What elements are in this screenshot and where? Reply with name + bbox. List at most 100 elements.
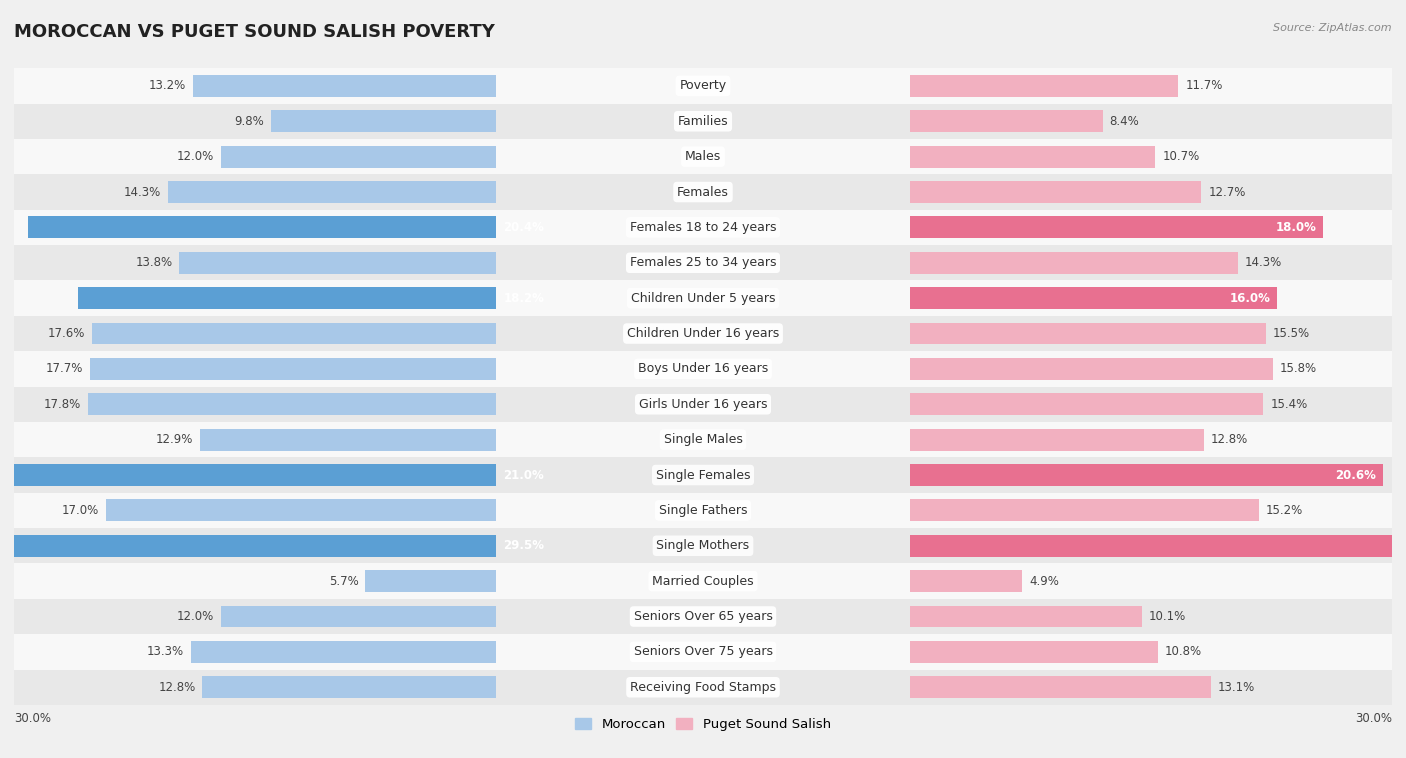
Bar <box>180 252 496 274</box>
Text: Females 18 to 24 years: Females 18 to 24 years <box>630 221 776 234</box>
Text: Families: Families <box>678 114 728 128</box>
Bar <box>191 641 496 662</box>
Bar <box>93 323 496 344</box>
Text: Married Couples: Married Couples <box>652 575 754 587</box>
Text: Boys Under 16 years: Boys Under 16 years <box>638 362 768 375</box>
Text: 10.1%: 10.1% <box>1149 610 1185 623</box>
Text: 17.7%: 17.7% <box>45 362 83 375</box>
Bar <box>200 429 496 450</box>
Bar <box>14 245 1392 280</box>
Text: 8.4%: 8.4% <box>1109 114 1139 128</box>
Bar <box>910 606 1142 628</box>
Legend: Moroccan, Puget Sound Salish: Moroccan, Puget Sound Salish <box>569 713 837 737</box>
Text: MOROCCAN VS PUGET SOUND SALISH POVERTY: MOROCCAN VS PUGET SOUND SALISH POVERTY <box>14 23 495 41</box>
Bar <box>14 104 1392 139</box>
Text: 13.3%: 13.3% <box>146 645 184 659</box>
Bar <box>14 387 1392 422</box>
Text: 15.5%: 15.5% <box>1272 327 1309 340</box>
Bar <box>14 422 1392 457</box>
Text: 14.3%: 14.3% <box>1244 256 1282 269</box>
Text: 15.4%: 15.4% <box>1270 398 1308 411</box>
Text: 12.8%: 12.8% <box>1211 433 1247 446</box>
Bar <box>910 641 1157 662</box>
Bar <box>14 351 1392 387</box>
Bar <box>221 606 496 628</box>
Text: Single Mothers: Single Mothers <box>657 539 749 553</box>
Bar <box>910 75 1178 97</box>
Bar <box>105 500 496 522</box>
Text: 10.8%: 10.8% <box>1164 645 1202 659</box>
Text: 14.3%: 14.3% <box>124 186 162 199</box>
Text: 11.7%: 11.7% <box>1185 80 1223 92</box>
Bar <box>14 669 1392 705</box>
Bar <box>90 358 496 380</box>
Text: 17.6%: 17.6% <box>48 327 86 340</box>
Bar <box>366 570 496 592</box>
Bar <box>910 287 1277 309</box>
Bar <box>910 252 1239 274</box>
Bar <box>14 316 1392 351</box>
Text: 15.8%: 15.8% <box>1279 362 1316 375</box>
Bar <box>910 393 1264 415</box>
Text: 30.0%: 30.0% <box>1355 712 1392 725</box>
Bar <box>14 528 1392 563</box>
Bar <box>910 181 1201 203</box>
Text: 12.0%: 12.0% <box>177 610 214 623</box>
Text: Children Under 16 years: Children Under 16 years <box>627 327 779 340</box>
Bar <box>910 676 1211 698</box>
Bar <box>14 280 1392 316</box>
Text: 18.0%: 18.0% <box>1275 221 1316 234</box>
Bar <box>271 111 496 132</box>
Bar <box>221 146 496 168</box>
Text: 13.1%: 13.1% <box>1218 681 1254 694</box>
Text: 9.8%: 9.8% <box>235 114 264 128</box>
Text: Single Females: Single Females <box>655 468 751 481</box>
Bar <box>14 68 1392 104</box>
Bar <box>14 464 496 486</box>
Text: 10.7%: 10.7% <box>1163 150 1199 163</box>
Text: 17.8%: 17.8% <box>44 398 80 411</box>
Bar <box>910 500 1258 522</box>
Text: Single Fathers: Single Fathers <box>659 504 747 517</box>
Bar <box>202 676 496 698</box>
Bar <box>87 393 496 415</box>
Text: 16.0%: 16.0% <box>1229 292 1270 305</box>
Text: Seniors Over 65 years: Seniors Over 65 years <box>634 610 772 623</box>
Text: Poverty: Poverty <box>679 80 727 92</box>
Text: 20.6%: 20.6% <box>1334 468 1376 481</box>
Text: Children Under 5 years: Children Under 5 years <box>631 292 775 305</box>
Bar <box>910 464 1382 486</box>
Bar <box>910 570 1022 592</box>
Text: Females 25 to 34 years: Females 25 to 34 years <box>630 256 776 269</box>
Bar <box>14 139 1392 174</box>
Bar <box>28 217 496 238</box>
Text: Single Males: Single Males <box>664 433 742 446</box>
Bar <box>910 535 1406 556</box>
Text: 12.8%: 12.8% <box>159 681 195 694</box>
Text: 12.0%: 12.0% <box>177 150 214 163</box>
Bar <box>14 210 1392 245</box>
Text: 18.2%: 18.2% <box>503 292 544 305</box>
Bar <box>910 358 1272 380</box>
Bar <box>14 634 1392 669</box>
Bar <box>910 429 1204 450</box>
Text: 12.7%: 12.7% <box>1208 186 1246 199</box>
Text: 21.0%: 21.0% <box>503 468 544 481</box>
Bar <box>14 174 1392 210</box>
Text: Source: ZipAtlas.com: Source: ZipAtlas.com <box>1274 23 1392 33</box>
Text: 30.0%: 30.0% <box>14 712 51 725</box>
Text: 13.8%: 13.8% <box>135 256 173 269</box>
Bar <box>79 287 496 309</box>
Bar <box>910 323 1265 344</box>
Text: Seniors Over 75 years: Seniors Over 75 years <box>634 645 772 659</box>
Text: 12.9%: 12.9% <box>156 433 193 446</box>
Bar <box>14 457 1392 493</box>
Bar <box>14 563 1392 599</box>
Text: Girls Under 16 years: Girls Under 16 years <box>638 398 768 411</box>
Text: Females: Females <box>678 186 728 199</box>
Bar <box>14 493 1392 528</box>
Bar <box>193 75 496 97</box>
Bar <box>167 181 496 203</box>
Text: Males: Males <box>685 150 721 163</box>
Bar <box>910 146 1156 168</box>
